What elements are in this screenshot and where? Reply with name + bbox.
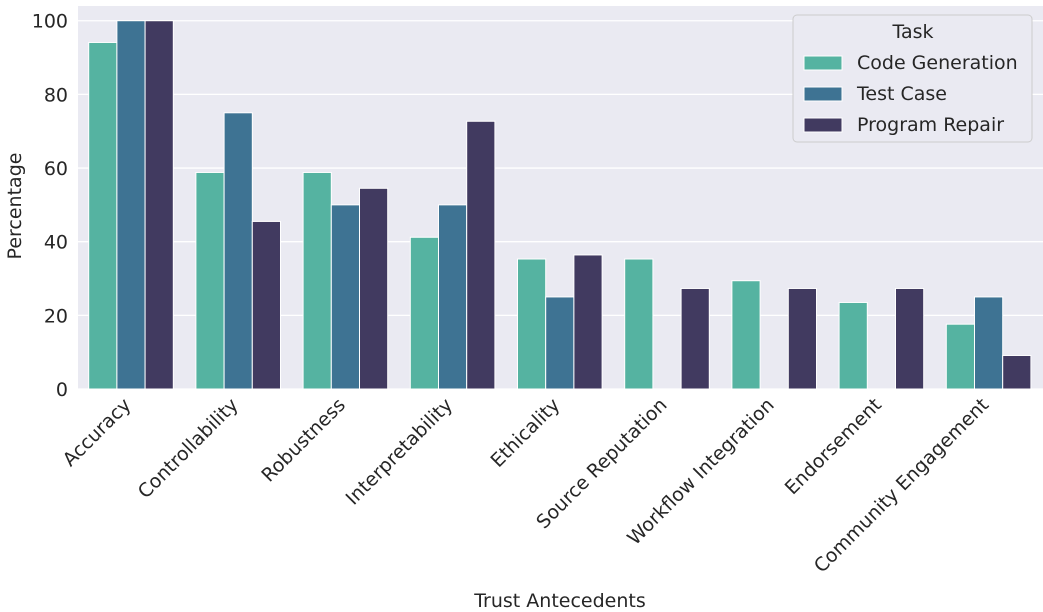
bar: [438, 204, 468, 390]
legend-swatch: [803, 55, 843, 71]
bar: [195, 171, 225, 390]
bar: [895, 287, 925, 390]
bar: [330, 204, 360, 390]
y-tick-label: 20: [44, 305, 68, 327]
legend-title: Task: [891, 21, 933, 43]
bar: [359, 187, 389, 390]
bar: [680, 287, 710, 390]
bar: [787, 287, 817, 390]
bar: [116, 20, 146, 390]
legend-swatch: [803, 86, 843, 102]
bar: [731, 280, 761, 390]
bar: [974, 296, 1004, 390]
bar: [517, 258, 547, 390]
bar: [88, 41, 118, 390]
bar: [223, 112, 253, 390]
y-tick-label: 80: [44, 84, 68, 106]
x-axis-title: Trust Antecedents: [473, 590, 646, 612]
y-tick-label: 60: [44, 158, 68, 180]
bar: [409, 236, 439, 390]
bar: [573, 254, 603, 390]
x-tick-label: Controllability: [134, 394, 243, 503]
x-tick-label: Community Engagement: [810, 394, 993, 577]
y-tick-label: 0: [56, 379, 68, 401]
bar: [624, 258, 654, 390]
y-axis-title: Percentage: [4, 153, 26, 260]
x-tick-label: Interpretability: [342, 394, 458, 510]
y-tick-labels: 0 20 40 60 80 100: [32, 11, 68, 401]
bar: [1002, 354, 1032, 390]
bars: [88, 20, 1032, 390]
bar: [838, 301, 868, 390]
legend-swatch: [803, 117, 843, 133]
bar: [466, 120, 496, 390]
bar: [945, 323, 975, 390]
bar: [545, 296, 575, 390]
bar: [302, 171, 332, 390]
x-tick-label: Accuracy: [59, 394, 136, 471]
x-tick-label: Robustness: [257, 394, 350, 487]
x-tick-label: Ethicality: [486, 394, 564, 472]
legend-box: [792, 14, 1033, 143]
bar: [251, 220, 282, 390]
x-tick-label: Endorsement: [781, 394, 886, 499]
legend-label: Test Case: [856, 83, 947, 105]
y-tick-label: 40: [44, 232, 68, 254]
legend-label: Program Repair: [857, 114, 1004, 136]
y-tick-label: 100: [32, 11, 68, 33]
legend-label: Code Generation: [857, 52, 1018, 74]
legend: Task Code Generation Test Case Program Rep…: [792, 14, 1033, 143]
bar: [144, 20, 174, 390]
